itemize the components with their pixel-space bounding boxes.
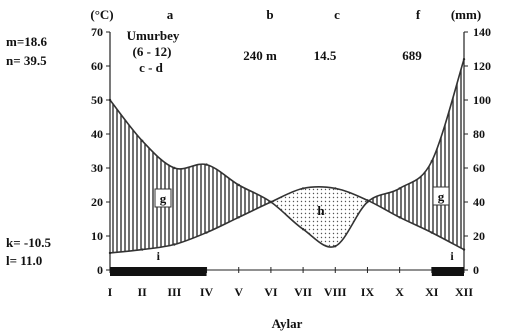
month-label: V	[234, 285, 243, 299]
right-tick-label: 80	[473, 127, 485, 141]
precipitation-point	[430, 160, 434, 163]
frost-label-i: i	[157, 249, 161, 263]
temperature-point	[398, 216, 401, 219]
stat-k: k= -10.5	[6, 235, 51, 250]
temperature-point	[334, 187, 337, 190]
temperature-point	[237, 216, 240, 219]
temperature-point	[430, 231, 434, 234]
right-tick-label: 40	[473, 195, 485, 209]
right-tick-label: 20	[473, 229, 485, 243]
header-letter-b: b	[266, 7, 273, 22]
right-unit-label: (mm)	[451, 7, 481, 22]
left-tick-label: 10	[91, 229, 103, 243]
header-letter-c: c	[334, 7, 340, 22]
left-tick-label: 70	[91, 25, 103, 39]
stat-l: l= 11.0	[6, 253, 42, 268]
header-letter-a: a	[167, 7, 174, 22]
stat-m: m=18.6	[6, 34, 47, 49]
precipitation-point	[301, 228, 305, 231]
right-tick-label: 120	[473, 59, 491, 73]
diagram-regions: ghg	[110, 59, 464, 253]
month-label: IV	[200, 285, 214, 299]
precipitation-point	[366, 200, 369, 204]
precipitation-point	[237, 183, 240, 187]
region-label-g-left-box	[154, 188, 172, 208]
month-label: X	[395, 285, 404, 299]
region-label-h: h	[317, 203, 325, 218]
month-label: VIII	[324, 285, 347, 299]
precipitation-point	[334, 245, 337, 248]
month-label: VII	[294, 285, 312, 299]
stat-n: n= 39.5	[6, 53, 47, 68]
humid-period-area	[110, 59, 464, 253]
temperature-curve	[109, 185, 465, 254]
region-label-g-right: g	[438, 189, 445, 204]
right-tick-label: 60	[473, 161, 485, 175]
x-axis-title: Aylar	[272, 316, 303, 331]
left-tick-label: 20	[91, 195, 103, 209]
temperature-point	[205, 231, 208, 234]
left-tick-label: 40	[91, 127, 103, 141]
frost-bar	[431, 267, 464, 276]
month-label: XII	[455, 285, 473, 299]
frost-bar	[110, 267, 207, 276]
right-tick-label: 140	[473, 25, 491, 39]
left-unit-label: (°C)	[90, 7, 113, 22]
precipitation-point	[269, 200, 273, 204]
precipitation-point	[398, 187, 401, 190]
month-label: XI	[425, 285, 439, 299]
temperature-point	[366, 199, 369, 202]
month-label: IX	[361, 285, 375, 299]
month-label: VI	[264, 285, 278, 299]
precipitation-point	[205, 163, 208, 166]
station-formula: c - d	[139, 60, 164, 75]
region-label-g-left: g	[160, 191, 167, 206]
temperature-point	[173, 243, 176, 246]
precipitation-point	[173, 166, 176, 170]
month-label: I	[108, 285, 113, 299]
header-letter-f: f	[416, 7, 421, 22]
month-label: III	[167, 285, 181, 299]
diagram-curves	[108, 58, 466, 255]
left-tick-label: 50	[91, 93, 103, 107]
annual-precipitation-value: 689	[402, 48, 422, 63]
station-name: Umurbey	[127, 28, 180, 43]
right-tick-label: 100	[473, 93, 491, 107]
left-tick-label: 60	[91, 59, 103, 73]
left-tick-label: 0	[97, 263, 103, 277]
temperature-point	[301, 187, 305, 190]
left-tick-label: 30	[91, 161, 103, 175]
month-label: II	[138, 285, 148, 299]
region-label-g-right-box	[432, 186, 450, 206]
altitude-value: 240 m	[243, 48, 277, 63]
right-tick-label: 0	[473, 263, 479, 277]
precipitation-point	[140, 139, 144, 142]
mean-temperature-value: 14.5	[314, 48, 337, 63]
frost-label-i: i	[450, 249, 454, 263]
station-period: (6 - 12)	[133, 44, 172, 59]
temperature-point	[140, 248, 144, 251]
